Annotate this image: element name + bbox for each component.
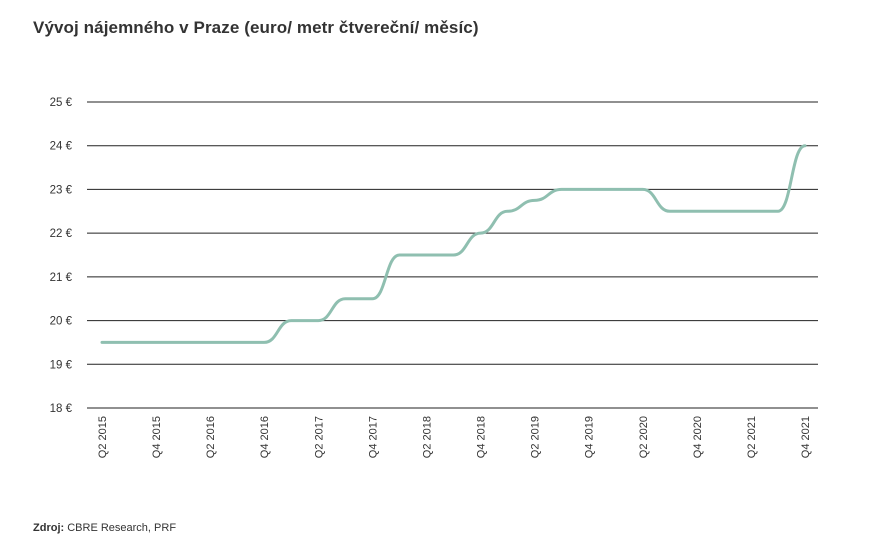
x-tick-label: Q4 2020: [692, 416, 704, 458]
rent-series-line: [100, 144, 807, 344]
y-tick-label: 24 €: [50, 141, 73, 153]
y-tick-label: 18 €: [50, 403, 73, 415]
x-tick-label: Q2 2021: [746, 416, 758, 458]
x-tick-label: Q4 2015: [151, 416, 163, 458]
y-tick-label: 19 €: [50, 359, 73, 371]
x-tick-label: Q2 2015: [97, 416, 109, 458]
x-tick-label: Q2 2017: [313, 416, 325, 458]
y-tick-label: 21 €: [50, 272, 73, 284]
source-note: Zdroj: CBRE Research, PRF: [33, 522, 176, 534]
y-tick-label: 20 €: [50, 316, 73, 328]
y-tick-label: 25 €: [50, 97, 73, 109]
source-text: CBRE Research, PRF: [64, 522, 177, 534]
chart-title: Vývoj nájemného v Praze (euro/ metr čtve…: [33, 18, 479, 37]
y-tick-label: 22 €: [50, 228, 73, 240]
x-tick-label: Q4 2017: [367, 416, 379, 458]
x-tick-label: Q4 2018: [476, 416, 488, 458]
x-tick-label: Q4 2016: [259, 416, 271, 458]
x-tick-label: Q4 2019: [584, 416, 596, 458]
x-tick-label: Q2 2016: [205, 416, 217, 458]
source-label: Zdroj:: [33, 522, 65, 534]
x-tick-label: Q2 2018: [421, 416, 433, 458]
x-tick-label: Q2 2019: [530, 416, 542, 458]
x-tick-label: Q4 2021: [800, 416, 812, 458]
x-tick-label: Q2 2020: [638, 416, 650, 458]
y-tick-label: 23 €: [50, 184, 73, 196]
